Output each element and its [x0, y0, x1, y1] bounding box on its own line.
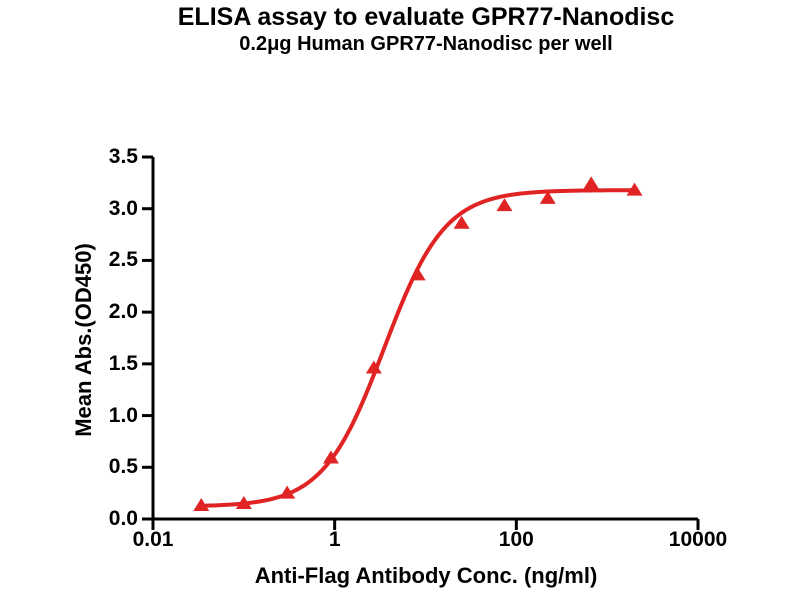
data-point-marker [235, 495, 252, 509]
y-tick-label: 3.0 [108, 196, 138, 220]
data-point-marker [626, 182, 643, 196]
data-point-marker [453, 215, 470, 229]
data-point-marker [496, 198, 513, 212]
y-tick-label: 2.5 [108, 248, 138, 272]
y-tick-label: 2.0 [108, 300, 138, 324]
y-tick-label: 0.0 [108, 507, 138, 530]
y-tick-label: 1.0 [108, 403, 138, 427]
data-point-marker [583, 176, 600, 190]
data-point-marker [409, 267, 426, 281]
x-tick-label: 10000 [668, 528, 728, 551]
data-point-marker [279, 485, 296, 499]
x-tick-label: 1 [328, 528, 341, 551]
chart-title: ELISA assay to evaluate GPR77-Nanodisc [177, 3, 675, 31]
y-tick-label: 3.5 [108, 145, 138, 168]
chart-subtitle: 0.2μg Human GPR77-Nanodisc per well [239, 33, 613, 55]
x-tick-label: 0.01 [132, 528, 174, 551]
x-tick-label: 100 [498, 528, 534, 551]
data-point-marker [322, 450, 339, 464]
data-point-marker [539, 190, 556, 204]
data-point-marker [365, 360, 382, 374]
y-tick-label: 1.5 [108, 351, 138, 375]
data-point-marker [193, 498, 210, 512]
fit-curve [199, 188, 637, 508]
y-tick-label: 0.5 [108, 455, 138, 479]
x-axis-label: Anti-Flag Antibody Conc. (ng/ml) [254, 563, 598, 588]
